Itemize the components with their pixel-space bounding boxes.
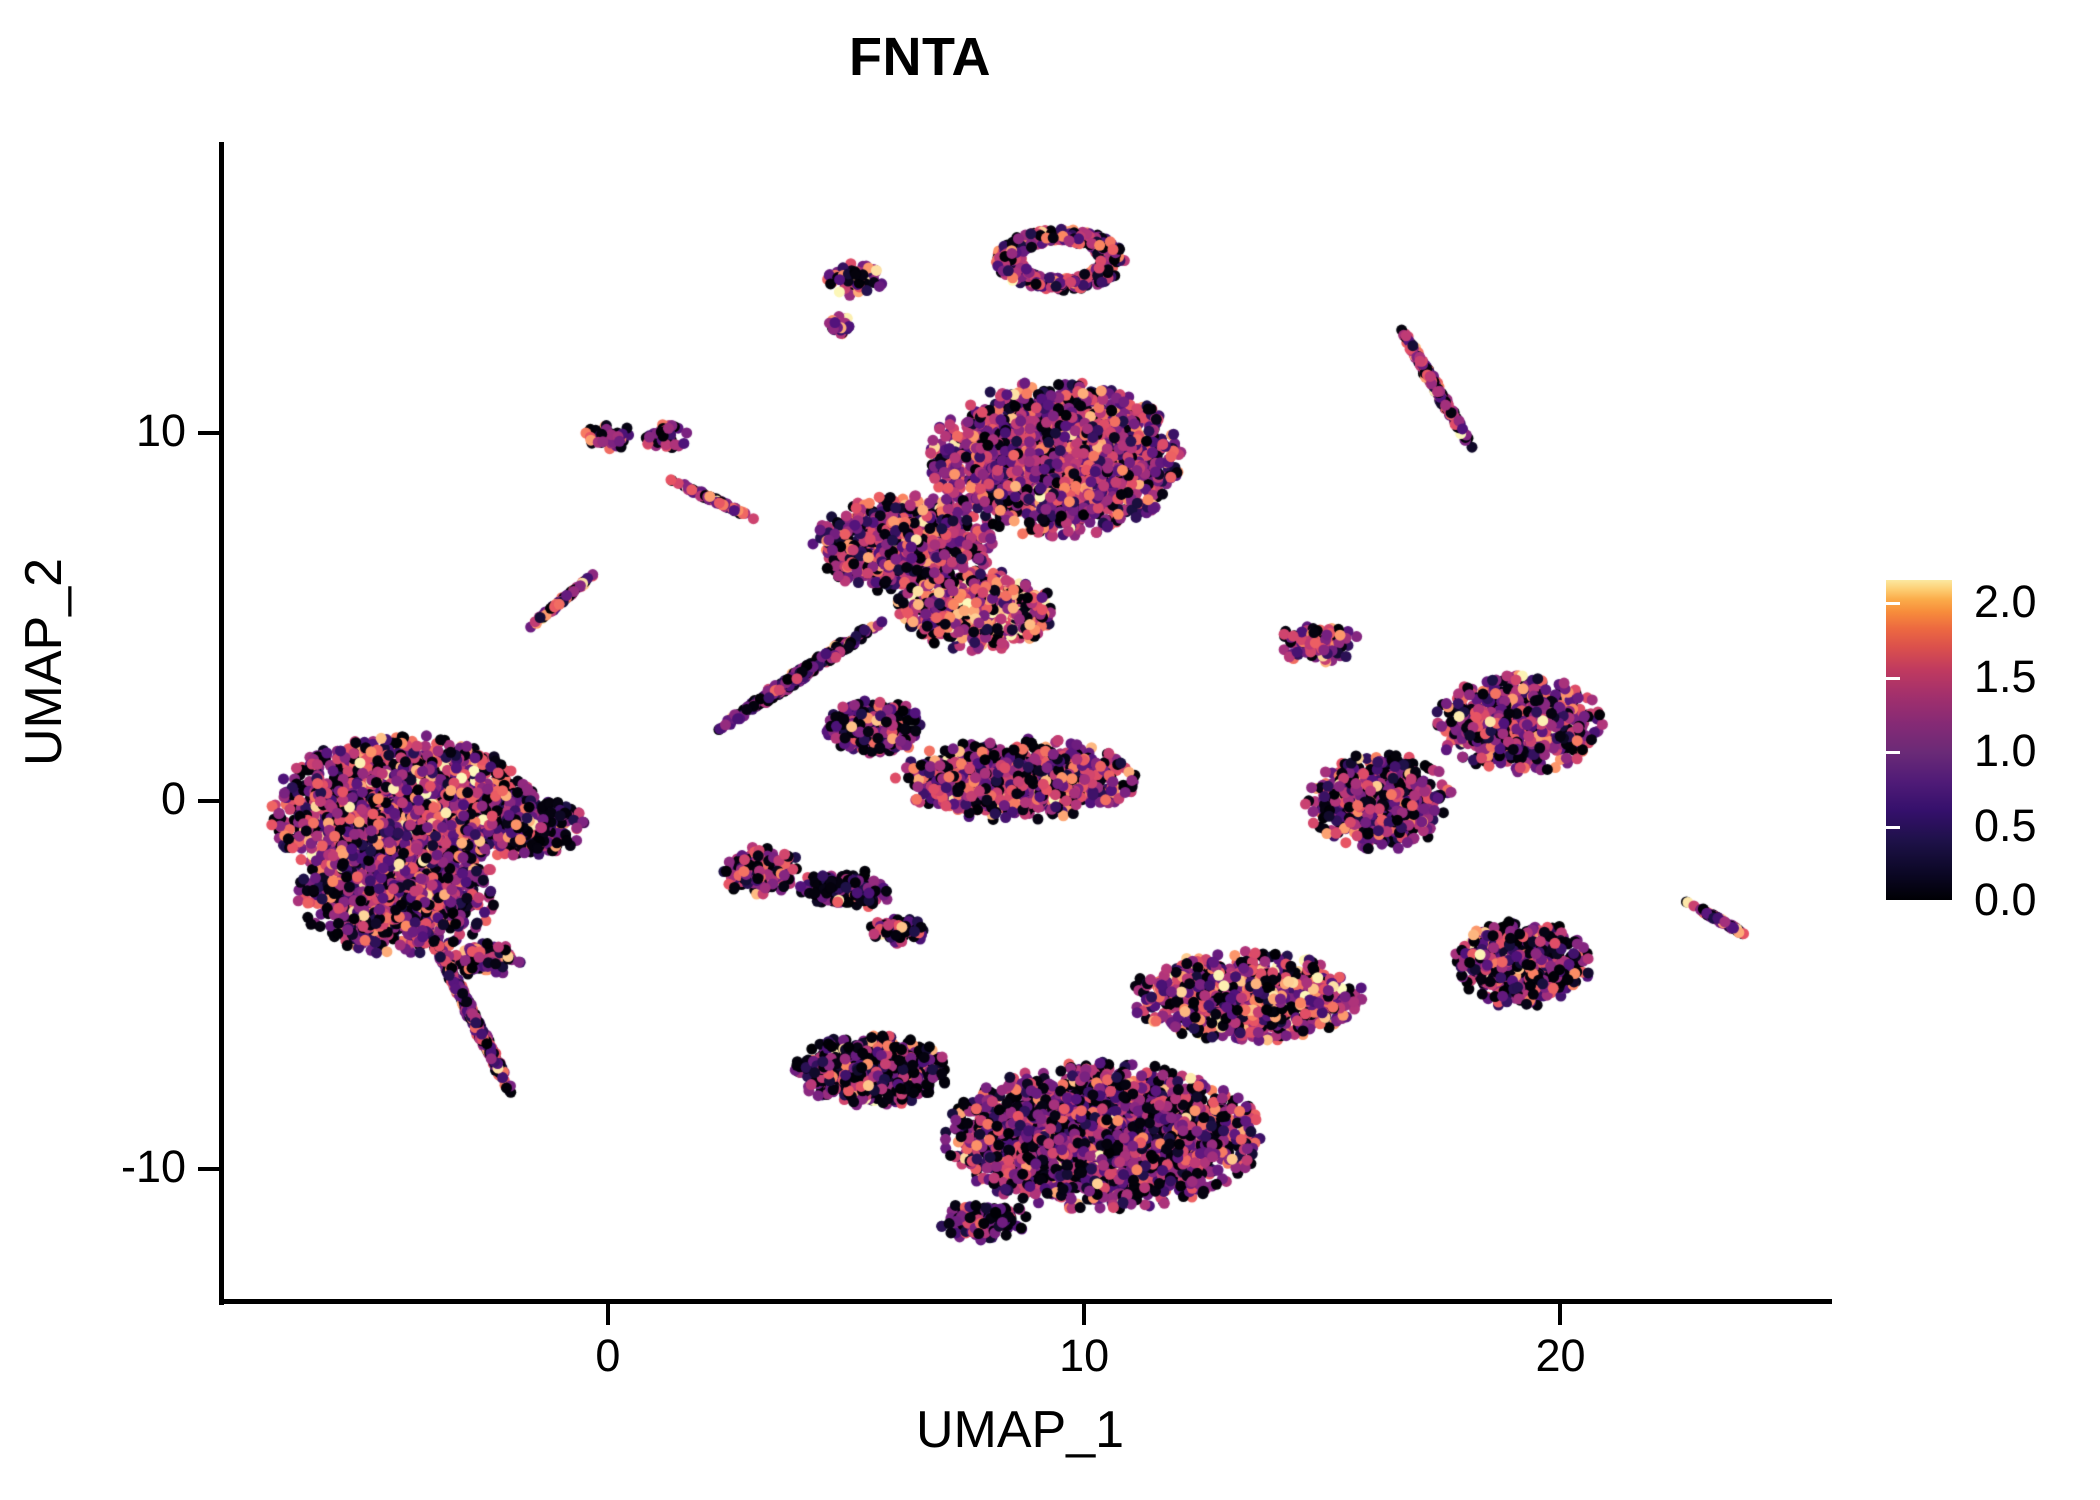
colorbar-tick-label: 0.5 bbox=[1974, 799, 2037, 851]
colorbar-tick-label: 1.5 bbox=[1974, 650, 2037, 702]
colorbar-tick-mark bbox=[1886, 900, 1900, 903]
x-tick-label: 0 bbox=[595, 1330, 621, 1381]
colorbar-tick-mark bbox=[1886, 602, 1900, 606]
x-tick-label: 20 bbox=[1535, 1330, 1586, 1381]
y-axis-line bbox=[219, 142, 224, 1305]
colorbar-tick-mark bbox=[2062, 602, 2076, 606]
colorbar-tick-mark bbox=[2062, 900, 2076, 903]
y-tick-mark bbox=[198, 430, 220, 435]
y-tick-mark bbox=[198, 799, 220, 804]
colorbar-tick-mark bbox=[1886, 825, 1900, 829]
colorbar-tick-mark bbox=[2062, 825, 2076, 829]
colorbar-tick-label: 2.0 bbox=[1974, 576, 2037, 628]
y-tick-mark bbox=[198, 1167, 220, 1172]
y-tick-label: 10 bbox=[135, 404, 186, 456]
colorbar-legend: 0.0 0.5 1.0 1.5 2.0 bbox=[1886, 576, 2076, 925]
x-tick-mark bbox=[1082, 1303, 1087, 1325]
x-axis-label: UMAP_1 bbox=[915, 1401, 1125, 1459]
colorbar-tick-mark bbox=[2062, 751, 2076, 755]
page-title: FNTA bbox=[849, 27, 991, 87]
colorbar-tick-mark bbox=[1886, 676, 1900, 680]
y-axis-label-wrapper: UMAP_2 bbox=[14, 342, 74, 982]
y-tick-label: 0 bbox=[160, 773, 186, 825]
colorbar-tick-label: 0.0 bbox=[1974, 874, 2037, 925]
colorbar-gradient bbox=[1886, 580, 1952, 900]
x-tick-mark bbox=[605, 1303, 610, 1325]
x-tick-mark bbox=[1558, 1303, 1563, 1325]
colorbar-tick-mark bbox=[2062, 676, 2076, 680]
scatter-plot-canvas bbox=[222, 142, 1832, 1302]
colorbar-tick-mark bbox=[1886, 751, 1900, 755]
y-tick-label: -10 bbox=[120, 1141, 186, 1193]
y-axis-label: UMAP_2 bbox=[15, 557, 73, 767]
colorbar-tick-label: 1.0 bbox=[1974, 725, 2037, 777]
x-tick-label: 10 bbox=[1059, 1330, 1110, 1381]
